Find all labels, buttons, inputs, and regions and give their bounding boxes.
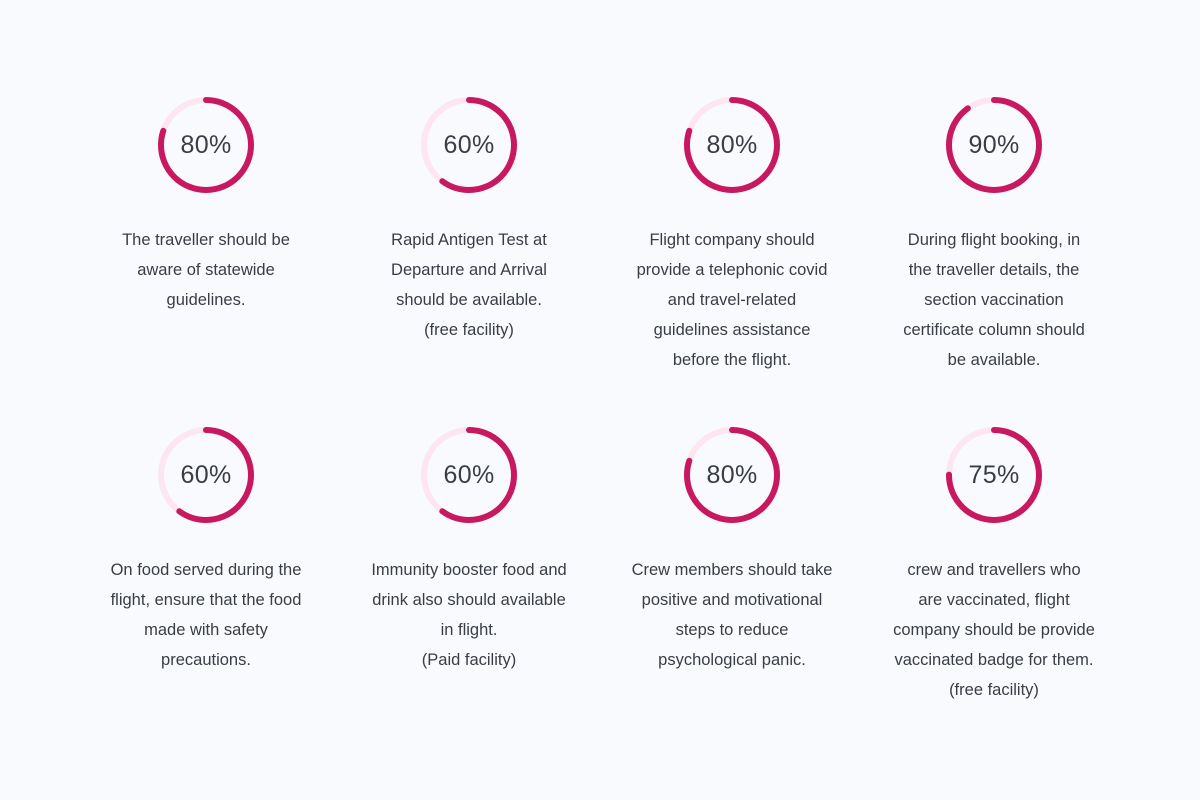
progress-ring: 80% (682, 425, 782, 525)
ring-progress-arc (946, 427, 1042, 523)
stat-card: 60% On food served during the flight, en… (86, 425, 326, 675)
percent-value: 60% (180, 461, 232, 489)
progress-ring: 60% (419, 95, 519, 195)
ring-progress-arc (421, 427, 517, 523)
stat-card: 60% Immunity booster food and drink also… (349, 425, 589, 675)
stat-card: 75% crew and travellers who are vaccinat… (874, 425, 1114, 705)
percent-value: 90% (968, 131, 1020, 159)
ring-graphic (946, 427, 1042, 523)
ring-progress-arc (158, 427, 254, 523)
stat-card: 80% The traveller should be aware of sta… (86, 95, 326, 315)
stat-card: 90% During flight booking, in the travel… (874, 95, 1114, 375)
ring-graphic (421, 427, 517, 523)
ring-progress-arc (946, 97, 1042, 193)
percent-value: 75% (968, 461, 1020, 489)
stat-description: During flight booking, in the traveller … (903, 231, 1085, 369)
ring-graphic (158, 97, 254, 193)
stat-description: The traveller should be aware of statewi… (122, 231, 290, 309)
ring-progress-arc (421, 97, 517, 193)
stat-description: Rapid Antigen Test at Departure and Arri… (391, 231, 547, 339)
percent-value: 60% (443, 131, 495, 159)
stat-card: 60% Rapid Antigen Test at Departure and … (349, 95, 589, 345)
stat-description: crew and travellers who are vaccinated, … (893, 561, 1095, 699)
progress-ring: 60% (419, 425, 519, 525)
stat-description: Flight company should provide a telephon… (636, 231, 828, 369)
progress-ring: 80% (156, 95, 256, 195)
ring-graphic (684, 97, 780, 193)
percent-value: 80% (706, 131, 758, 159)
ring-progress-arc (684, 97, 780, 193)
percent-value: 60% (443, 461, 495, 489)
ring-progress-arc (158, 97, 254, 193)
stat-card: 80% Flight company should provide a tele… (612, 95, 852, 375)
ring-graphic (684, 427, 780, 523)
stat-description: On food served during the flight, ensure… (110, 561, 302, 669)
ring-progress-arc (684, 427, 780, 523)
percent-value: 80% (180, 131, 232, 159)
progress-ring: 90% (944, 95, 1044, 195)
percent-value: 80% (706, 461, 758, 489)
progress-ring: 75% (944, 425, 1044, 525)
progress-ring: 80% (682, 95, 782, 195)
stat-description: Immunity booster food and drink also sho… (371, 561, 567, 669)
stat-description: Crew members should take positive and mo… (631, 561, 833, 669)
ring-graphic (421, 97, 517, 193)
progress-ring: 60% (156, 425, 256, 525)
ring-graphic (158, 427, 254, 523)
stat-card: 80% Crew members should take positive an… (612, 425, 852, 675)
ring-graphic (946, 97, 1042, 193)
